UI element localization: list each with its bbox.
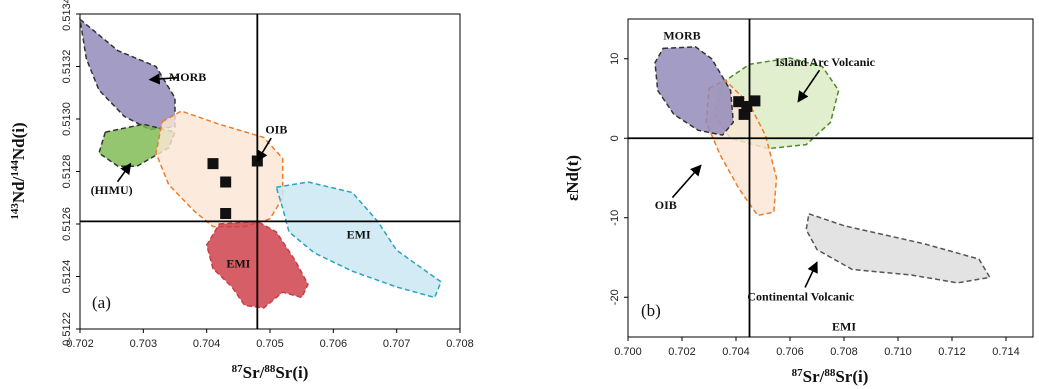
panel-a-annotation-morb-0: MORB — [169, 70, 206, 84]
panel-b-y-ticks: -20 -10 0 10 — [609, 53, 628, 305]
panel-b-annotation-morb-0: MORB — [663, 29, 700, 43]
panel-a-data-point-1 — [220, 176, 232, 188]
panel-b-x-tick-label-6: 0.712 — [938, 346, 966, 358]
panel-a-x-tick-label-0: 0.702 — [66, 338, 94, 350]
panel-b-annotations: MORB Island Arc Volcanic OIB Continental Vo… — [655, 29, 876, 334]
panel-b-data-point-2 — [738, 108, 750, 120]
panel-a-label: (a) — [92, 293, 111, 312]
panel-b-annotation-arrow-island-arc-volcanic-1 — [797, 69, 821, 103]
panel-a-data-point-0 — [207, 158, 219, 170]
panel-b-label: (b) — [641, 301, 661, 320]
panel-a-y-tick-label-3: 0.5128 — [61, 155, 73, 189]
panel-b-field-morb-2 — [654, 46, 735, 136]
panel-a-annotation-arrow-oib-1 — [256, 137, 272, 162]
panel-a-field-oib-2 — [155, 110, 284, 228]
panel-a-y-tick-label-1: 0.5124 — [61, 260, 73, 294]
panel-a-reference-lines — [80, 14, 460, 329]
panel-b-x-tick-label-1: 0.702 — [668, 346, 696, 358]
panel-a-x-tick-label-2: 0.704 — [193, 338, 221, 350]
panel-b-x-tick-label-4: 0.708 — [830, 346, 858, 358]
panel-a-annotation-himu-2: (HIMU) — [91, 183, 133, 197]
panel-a-y-tick-label-6: 0.5134 — [61, 0, 73, 31]
panel-b-reference-lines — [628, 19, 1033, 337]
panel-a-y-tick-label-0: 0.5122 — [61, 312, 73, 346]
panel-b-fields — [654, 46, 991, 284]
panel-a-field-morb-0 — [78, 17, 176, 131]
panel-b-annotation-continental-volcanic-3: Continental Volcanic — [747, 289, 855, 303]
panel-a-x-tick-label-1: 0.703 — [130, 338, 158, 350]
panel-a-x-tick-label-4: 0.706 — [320, 338, 348, 350]
panel-b-y-tick-label-0: -20 — [609, 289, 621, 305]
panel-a-y-tick-label-5: 0.5132 — [61, 50, 73, 84]
panel-a-x-tick-label-3: 0.705 — [256, 338, 284, 350]
panel-b-x-tick-label-2: 0.704 — [722, 346, 750, 358]
panel-b-data-point-3 — [741, 100, 753, 112]
panel-a-x-tick-label-5: 0.707 — [383, 338, 411, 350]
panel-a-annotation-oib-1: OIB — [265, 123, 287, 137]
panel-b-points — [733, 95, 761, 120]
panel-a-y-tick-label-4: 0.5130 — [61, 102, 73, 136]
panel-b-data-point-0 — [733, 96, 745, 108]
panel-a-y-tick-label-2: 0.5126 — [61, 207, 73, 241]
panel-b-x-tick-label-5: 0.710 — [884, 346, 912, 358]
panel-a-data-point-3 — [251, 155, 263, 167]
panel-b-y-tick-label-2: 0 — [609, 135, 621, 141]
panel-a: 0.702 0.703 0.704 0.705 0.706 0.707 0.708 0.51… — [9, 0, 474, 382]
panel-a-annotations: MORB OIB (HIMU) EMI EMI — [91, 70, 371, 270]
panel-a-fields — [78, 17, 442, 309]
panel-b-x-axis-label: 87Sr/88Sr(i) — [792, 367, 869, 386]
panel-b-plot-frame — [627, 18, 1034, 338]
panel-a-y-axis-label: 143Nd/144Nd(i) — [9, 122, 28, 219]
panel-a-field-emi-4 — [275, 181, 442, 299]
panel-b-x-tick-label-7: 0.714 — [992, 346, 1020, 358]
panel-b-annotation-oib-2: OIB — [655, 198, 677, 212]
panel-a-annotation-arrow-himu-2 — [116, 162, 132, 183]
panel-a-field-himu-1 — [98, 123, 177, 167]
panel-b: 0.700 0.702 0.704 0.706 0.708 0.710 0.712 0.714… — [563, 18, 1034, 386]
panel-a-annotation-emi-4: EMI — [226, 256, 250, 270]
panel-b-x-ticks: 0.700 0.702 0.704 0.706 0.708 0.710 0.712 0.714 — [614, 337, 1020, 358]
panel-b-annotation-island-arc-volcanic-1: Island Arc Volcanic — [775, 55, 875, 69]
panel-a-annotation-emi-3: EMI — [347, 228, 371, 242]
panel-a-annotation-arrow-morb-0 — [148, 73, 178, 85]
panel-b-field-emi-3 — [805, 212, 991, 284]
panel-b-annotation-arrow-continental-volcanic-3 — [804, 261, 818, 288]
panel-a-data-point-2 — [220, 208, 232, 219]
panel-b-y-axis-label: εNd(t) — [563, 155, 582, 201]
panel-a-x-ticks: 0.702 0.703 0.704 0.705 0.706 0.707 0.708 — [66, 329, 474, 350]
panel-b-x-tick-label-3: 0.706 — [776, 346, 804, 358]
panel-b-y-tick-label-1: -10 — [609, 210, 621, 226]
panel-b-data-point-1 — [749, 95, 761, 107]
panel-a-x-axis-label: 87Sr/88Sr(i) — [232, 363, 309, 382]
panel-b-x-tick-label-0: 0.700 — [614, 346, 642, 358]
panel-b-annotation-arrow-oib-2 — [671, 164, 702, 199]
panel-b-y-tick-label-3: 10 — [609, 53, 621, 65]
panel-a-x-tick-label-6: 0.708 — [446, 338, 474, 350]
panel-b-annotation-emi-4: EMI — [832, 320, 856, 334]
panel-a-y-ticks: 0.5122 0.5124 0.5126 0.5128 0.5130 0.5132 0.51… — [61, 0, 80, 346]
